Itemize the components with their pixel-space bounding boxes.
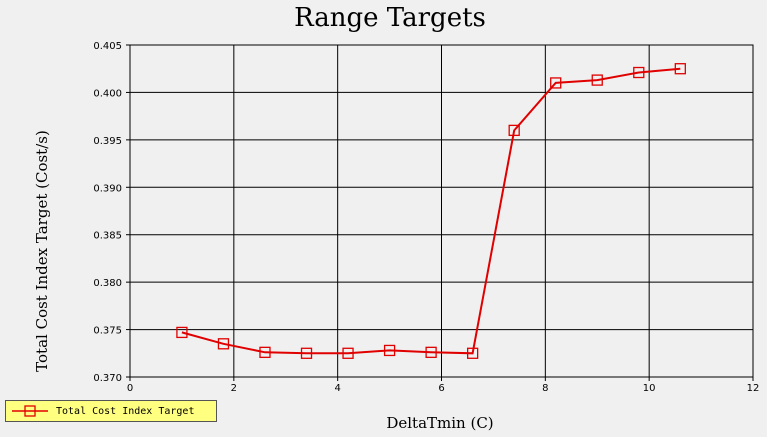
y-axis-label: Total Cost Index Target (Cost/s) [33,130,51,372]
y-tick-label: 0.370 [93,373,122,384]
x-tick-label: 10 [643,383,656,394]
data-point [425,346,437,358]
x-tick-label: 12 [747,383,760,394]
data-point [508,124,520,137]
data-point [466,347,479,359]
y-tick-label: 0.385 [93,231,122,242]
data-point [633,66,645,79]
y-tick-label: 0.395 [93,136,122,147]
data-point [217,338,230,350]
legend-label: Total Cost Index Target [56,405,195,417]
data-point [176,326,188,339]
data-point [300,347,313,359]
series-total-cost-index-target [176,63,686,359]
data-point [259,346,271,358]
y-tick-label: 0.390 [93,183,122,194]
x-tick-label: 2 [231,383,237,394]
y-tick-label: 0.400 [93,88,122,99]
x-tick-label: 4 [334,383,340,394]
data-point [674,63,686,75]
y-axis-ticks: 0.370 0.375 0.380 0.385 0.390 0.395 0.400 0.405 [93,41,130,384]
x-tick-label: 0 [127,383,133,394]
legend: Total Cost Index Target [5,400,217,422]
y-tick-label: 0.405 [93,41,122,52]
data-point [383,344,396,357]
y-tick-label: 0.380 [93,278,122,289]
legend-swatch [12,404,48,418]
chart-title: Range Targets [294,3,486,33]
data-point [550,77,562,89]
x-tick-label: 8 [542,383,548,394]
x-axis-ticks: 0 2 4 6 8 10 12 [127,377,760,394]
y-tick-label: 0.375 [93,326,122,337]
x-tick-label: 6 [438,383,444,394]
series-line [181,67,681,355]
data-point [591,74,603,86]
x-axis-label: DeltaTmin (C) [386,414,493,432]
data-point [342,347,354,359]
grid-lines [130,45,753,377]
